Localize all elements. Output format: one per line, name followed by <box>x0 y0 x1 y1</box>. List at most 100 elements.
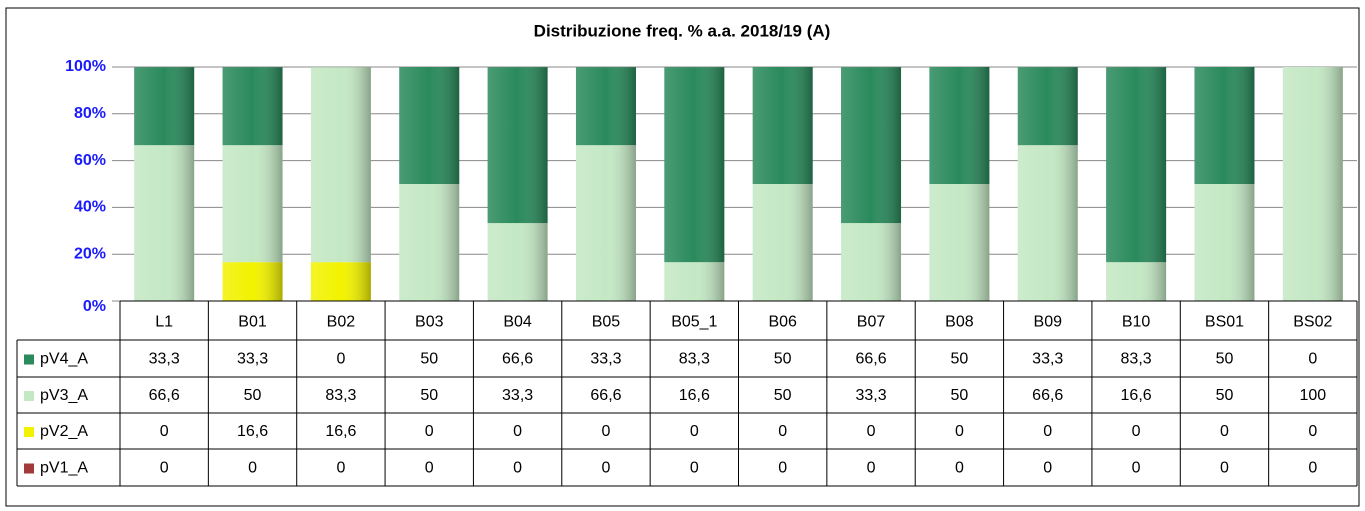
bar-shade <box>752 67 813 184</box>
table-cell: 66,6 <box>590 387 621 404</box>
bar-shade <box>664 67 725 263</box>
table-cell: 66,6 <box>1032 387 1063 404</box>
table-cell: 83,3 <box>325 387 356 404</box>
table-cell: 33,3 <box>149 351 180 368</box>
legend-swatch <box>24 463 34 474</box>
table-cell: 0 <box>248 460 257 477</box>
table-cell: 0 <box>867 423 876 440</box>
bar-shade <box>929 67 990 184</box>
table-cell: 0 <box>425 460 434 477</box>
table-cell: 16,6 <box>679 387 710 404</box>
y-tick-label: 0% <box>83 298 106 315</box>
y-tick-label: 40% <box>74 199 106 216</box>
table-cell: 66,6 <box>149 387 180 404</box>
bar-shade <box>222 67 283 146</box>
table-cell: 0 <box>1043 423 1052 440</box>
x-tick-label: B09 <box>1034 314 1063 331</box>
bar-shade <box>134 145 195 301</box>
x-tick-label: L1 <box>155 314 173 331</box>
legend-label: pV1_A <box>40 460 88 477</box>
x-tick-label: B05_1 <box>671 314 717 331</box>
table-cell: 50 <box>774 351 792 368</box>
bar-shade <box>664 262 725 301</box>
bar-shade <box>222 145 283 263</box>
table-cell: 50 <box>774 387 792 404</box>
y-tick-label: 100% <box>65 58 106 75</box>
table-cell: 66,6 <box>502 351 533 368</box>
table-cell: 0 <box>1308 460 1317 477</box>
x-tick-label: B03 <box>415 314 444 331</box>
bar-shade <box>1282 67 1343 301</box>
table-cell: 16,6 <box>325 423 356 440</box>
table-cell: 0 <box>160 423 169 440</box>
x-tick-label: B06 <box>768 314 797 331</box>
table-cell: 33,3 <box>590 351 621 368</box>
table-cell: 50 <box>420 387 438 404</box>
bar-shade <box>1017 145 1078 301</box>
y-tick-label: 60% <box>74 152 106 169</box>
table-cell: 0 <box>1220 460 1229 477</box>
table-cell: 0 <box>336 351 345 368</box>
legend-label: pV3_A <box>40 387 88 404</box>
table-cell: 16,6 <box>1121 387 1152 404</box>
bar-shade <box>310 67 371 263</box>
x-tick-label: B10 <box>1122 314 1151 331</box>
x-tick-label: B05 <box>592 314 621 331</box>
bar-shade <box>1106 67 1167 263</box>
table-cell: 33,3 <box>1032 351 1063 368</box>
y-tick-label: 20% <box>74 245 106 262</box>
x-tick-label: B01 <box>238 314 267 331</box>
bar-shade <box>929 184 990 301</box>
table-cell: 100 <box>1299 387 1326 404</box>
table-cell: 0 <box>778 423 787 440</box>
table-cell: 33,3 <box>502 387 533 404</box>
chart-title: Distribuzione freq. % a.a. 2018/19 (A) <box>534 21 831 40</box>
table-cell: 0 <box>778 460 787 477</box>
table-cell: 83,3 <box>1121 351 1152 368</box>
table-cell: 0 <box>602 423 611 440</box>
bar-shade <box>487 223 548 301</box>
table-cell: 50 <box>1216 387 1234 404</box>
table-cell: 0 <box>425 423 434 440</box>
x-tick-label: B08 <box>945 314 974 331</box>
bar-shade <box>134 67 195 146</box>
table-cell: 0 <box>690 460 699 477</box>
table-cell: 83,3 <box>679 351 710 368</box>
table-cell: 0 <box>1132 423 1141 440</box>
bar-shade <box>575 67 636 146</box>
bar-shade <box>752 184 813 301</box>
bar-shade <box>399 184 460 301</box>
table-cell: 0 <box>336 460 345 477</box>
table-cell: 0 <box>955 460 964 477</box>
bar-shade <box>1194 67 1255 184</box>
table-cell: 0 <box>1043 460 1052 477</box>
y-tick-label: 80% <box>74 105 106 122</box>
table-cell: 0 <box>1132 460 1141 477</box>
x-tick-label: B04 <box>503 314 532 331</box>
table-cell: 0 <box>690 423 699 440</box>
table-cell: 50 <box>244 387 262 404</box>
bar-shade <box>399 67 460 184</box>
x-tick-label: B02 <box>327 314 356 331</box>
table-cell: 16,6 <box>237 423 268 440</box>
table-cell: 0 <box>1308 351 1317 368</box>
table-cell: 0 <box>602 460 611 477</box>
table-cell: 0 <box>1308 423 1317 440</box>
table-cell: 50 <box>420 351 438 368</box>
x-tick-label: BS02 <box>1293 314 1332 331</box>
bar-shade <box>1194 184 1255 301</box>
table-cell: 0 <box>513 460 522 477</box>
table-cell: 0 <box>513 423 522 440</box>
bar-shade <box>222 262 283 301</box>
legend-swatch <box>24 427 34 437</box>
table-cell: 50 <box>1216 351 1234 368</box>
x-tick-label: BS01 <box>1205 314 1244 331</box>
bar-shade <box>310 262 371 301</box>
table-cell: 66,6 <box>855 351 886 368</box>
bar-shade <box>841 223 902 301</box>
table-cell: 0 <box>1220 423 1229 440</box>
table-cell: 50 <box>950 387 968 404</box>
legend-swatch <box>24 354 34 365</box>
table-cell: 0 <box>160 460 169 477</box>
